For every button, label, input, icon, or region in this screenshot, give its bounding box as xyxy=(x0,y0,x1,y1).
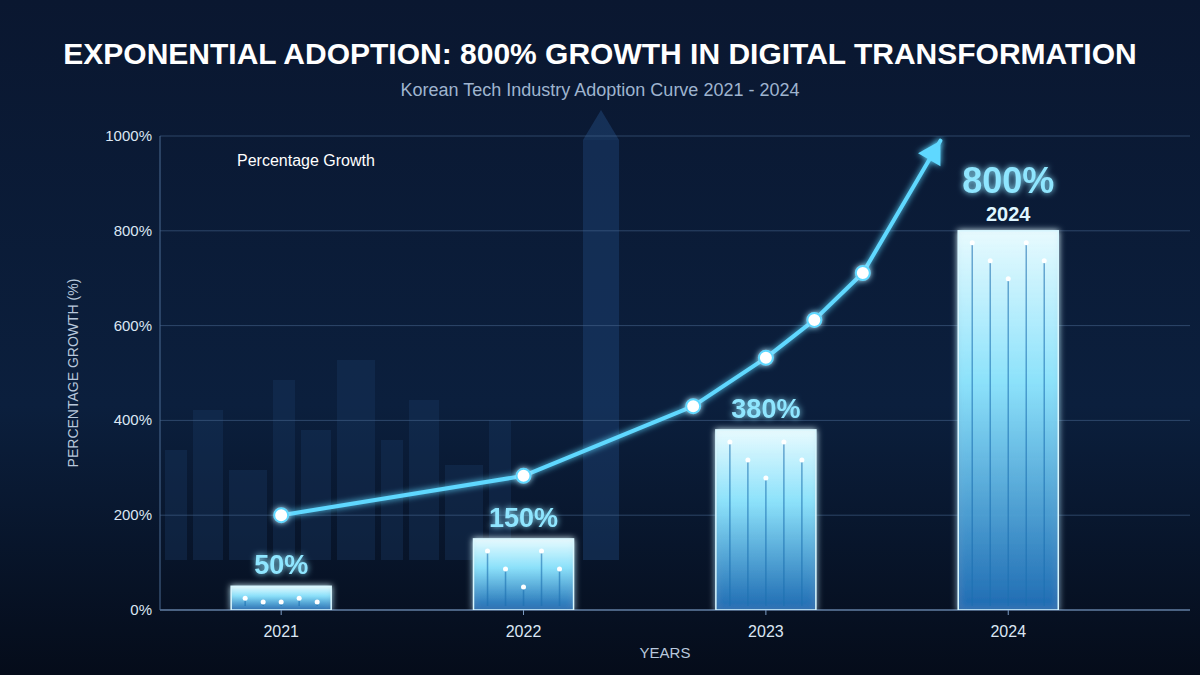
bar-circuit xyxy=(505,569,507,606)
bar-circuit xyxy=(765,478,767,606)
y-tick-label: 400% xyxy=(114,411,152,428)
legend: Percentage Growth xyxy=(185,152,375,169)
y-tick-label: 600% xyxy=(114,317,152,334)
bar-circuit-dot xyxy=(279,600,284,605)
tower xyxy=(583,140,619,560)
line-marker xyxy=(807,313,821,327)
line-marker xyxy=(274,508,288,522)
bar xyxy=(958,231,1058,610)
bar-circuit-dot xyxy=(781,439,786,444)
bar-circuit xyxy=(971,243,973,606)
bar-circuit xyxy=(801,460,803,606)
x-tick xyxy=(765,610,766,615)
data-label: 150% xyxy=(489,503,558,533)
y-tick-label: 0% xyxy=(130,601,152,618)
building xyxy=(337,360,375,560)
bar-circuit-dot xyxy=(297,596,302,601)
x-tick-label: 2022 xyxy=(506,623,542,640)
bar xyxy=(231,586,331,610)
line-marker xyxy=(686,399,700,413)
data-label: 800% xyxy=(962,160,1054,201)
growth-line xyxy=(281,141,940,516)
bar xyxy=(716,430,816,610)
bar-circuit xyxy=(989,261,991,606)
y-tick-label: 1000% xyxy=(105,127,152,144)
x-tick xyxy=(1008,610,1009,615)
chart: EXPONENTIAL ADOPTION: 800% GROWTH IN DIG… xyxy=(0,0,1200,675)
building xyxy=(409,400,439,560)
bar-circuit xyxy=(487,551,489,606)
bar-circuit xyxy=(1025,243,1027,606)
bar-circuit xyxy=(783,442,785,606)
bar-circuit xyxy=(559,569,561,606)
bar-circuit-dot xyxy=(799,457,804,462)
line-arrowhead xyxy=(918,141,940,167)
line-marker xyxy=(517,469,531,483)
bar-circuit xyxy=(1007,279,1009,606)
grid xyxy=(160,136,1190,610)
bar-circuit-dot xyxy=(1042,258,1047,263)
bar-circuit-dot xyxy=(1024,240,1029,245)
building xyxy=(273,380,295,560)
data-label-year: 2024 xyxy=(986,203,1031,225)
bar-circuit-dot xyxy=(988,258,993,263)
line-marker xyxy=(856,266,870,280)
building xyxy=(165,450,187,560)
legend-label: Percentage Growth xyxy=(237,152,375,169)
y-tick-label: 800% xyxy=(114,222,152,239)
bar-circuit-dot xyxy=(485,548,490,553)
plot-area xyxy=(231,141,1058,610)
bar-circuit xyxy=(1043,261,1045,606)
bar xyxy=(474,539,574,610)
bar-circuit-dot xyxy=(727,439,732,444)
bar-circuit-dot xyxy=(243,596,248,601)
bar-circuit-dot xyxy=(557,566,562,571)
data-label: 380% xyxy=(731,394,800,424)
data-label: 50% xyxy=(254,550,308,580)
bar-circuit-dot xyxy=(521,584,526,589)
x-tick xyxy=(281,610,282,615)
building xyxy=(193,410,223,560)
bar-circuit-dot xyxy=(763,475,768,480)
subtitle: Korean Tech Industry Adoption Curve 2021… xyxy=(401,80,800,100)
bar-circuit xyxy=(729,442,731,606)
bar-circuit xyxy=(523,587,525,606)
bar-circuit-dot xyxy=(261,600,266,605)
x-tick-label: 2023 xyxy=(748,623,784,640)
grid-line xyxy=(160,136,1190,137)
bar-circuit-dot xyxy=(970,240,975,245)
skyline xyxy=(165,110,619,560)
x-tick-label: 2024 xyxy=(990,623,1026,640)
bar-circuit-dot xyxy=(503,566,508,571)
x-tick xyxy=(523,610,524,615)
y-axis-line xyxy=(160,136,161,610)
bar-circuit-dot xyxy=(539,548,544,553)
bar-circuit xyxy=(541,551,543,606)
x-axis-title: YEARS xyxy=(640,644,691,661)
legend-swatch xyxy=(185,158,225,162)
building xyxy=(301,430,331,560)
bar-circuit xyxy=(747,460,749,606)
title: EXPONENTIAL ADOPTION: 800% GROWTH IN DIG… xyxy=(63,37,1136,70)
y-tick-label: 200% xyxy=(114,506,152,523)
background xyxy=(0,0,1200,675)
line-marker xyxy=(759,351,773,365)
bar-circuit-dot xyxy=(315,600,320,605)
bar-circuit-dot xyxy=(1006,276,1011,281)
y-axis-title: PERCENTAGE GROWTH (%) xyxy=(65,279,81,468)
bar-circuit-dot xyxy=(745,457,750,462)
x-tick-label: 2021 xyxy=(263,623,299,640)
